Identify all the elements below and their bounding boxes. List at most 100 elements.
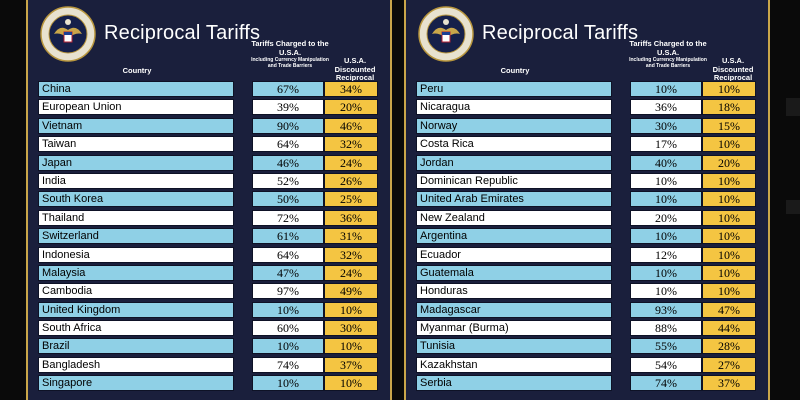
discounted-tariff-cell: 10% bbox=[702, 228, 756, 245]
country-cell: Jordan bbox=[416, 154, 612, 171]
table-row: China 67% 34% bbox=[28, 80, 390, 98]
country-cell: European Union bbox=[38, 99, 234, 116]
tariff-charged-cell: 10% bbox=[252, 301, 324, 318]
tariff-charged-cell: 60% bbox=[252, 320, 324, 337]
discounted-tariff-cell: 28% bbox=[702, 338, 756, 355]
table-row: Serbia 74% 37% bbox=[406, 374, 768, 392]
tariff-charged-cell: 64% bbox=[252, 246, 324, 263]
table-row: United Arab Emirates 10% 10% bbox=[406, 190, 768, 208]
header-tariffs-charged: Tariffs Charged to the U.S.A. Including … bbox=[628, 39, 708, 69]
tariff-charged-cell: 17% bbox=[630, 136, 702, 153]
table-row: Tunisia 55% 28% bbox=[406, 337, 768, 355]
tariff-panel-right: Reciprocal Tariffs Country Tariffs Charg… bbox=[404, 0, 770, 400]
discounted-tariff-cell: 10% bbox=[702, 191, 756, 208]
country-cell: Malaysia bbox=[38, 264, 234, 281]
tariff-charged-cell: 54% bbox=[630, 356, 702, 373]
discounted-tariff-cell: 37% bbox=[324, 356, 378, 373]
country-cell: Thailand bbox=[38, 209, 234, 226]
country-cell: Switzerland bbox=[38, 228, 234, 245]
country-cell: Guatemala bbox=[416, 264, 612, 281]
table-row: India 52% 26% bbox=[28, 172, 390, 190]
table-row: Vietnam 90% 46% bbox=[28, 117, 390, 135]
country-cell: Peru bbox=[416, 81, 612, 97]
tariff-charged-cell: 88% bbox=[630, 320, 702, 337]
tariff-charged-cell: 50% bbox=[252, 191, 324, 208]
header-tariffs-charged-main: Tariffs Charged to the U.S.A. bbox=[251, 39, 329, 57]
tariff-charged-cell: 90% bbox=[252, 117, 324, 134]
tariff-charged-cell: 46% bbox=[252, 154, 324, 171]
tariff-charged-cell: 40% bbox=[630, 154, 702, 171]
country-cell: India bbox=[38, 172, 234, 189]
tariff-charged-cell: 64% bbox=[252, 136, 324, 153]
discounted-tariff-cell: 32% bbox=[324, 136, 378, 153]
table-row: Madagascar 93% 47% bbox=[406, 301, 768, 319]
table-row: European Union 39% 20% bbox=[28, 98, 390, 116]
table-row: Argentina 10% 10% bbox=[406, 227, 768, 245]
discounted-tariff-cell: 44% bbox=[702, 320, 756, 337]
header-tariffs-charged: Tariffs Charged to the U.S.A. Including … bbox=[250, 39, 330, 69]
tariff-charged-cell: 97% bbox=[252, 283, 324, 300]
background-edge bbox=[786, 200, 800, 214]
table-row: Brazil 10% 10% bbox=[28, 337, 390, 355]
discounted-tariff-cell: 10% bbox=[702, 283, 756, 300]
discounted-tariff-cell: 46% bbox=[324, 117, 378, 134]
tariff-charged-cell: 10% bbox=[630, 172, 702, 189]
country-cell: Taiwan bbox=[38, 136, 234, 153]
table-row: Guatemala 10% 10% bbox=[406, 264, 768, 282]
tariff-charged-cell: 74% bbox=[252, 356, 324, 373]
discounted-tariff-cell: 36% bbox=[324, 209, 378, 226]
tariff-charged-cell: 36% bbox=[630, 99, 702, 116]
discounted-tariff-cell: 26% bbox=[324, 172, 378, 189]
country-cell: Serbia bbox=[416, 375, 612, 392]
discounted-tariff-cell: 32% bbox=[324, 246, 378, 263]
table-row: Myanmar (Burma) 88% 44% bbox=[406, 319, 768, 337]
tariff-charged-cell: 10% bbox=[252, 338, 324, 355]
country-cell: Singapore bbox=[38, 375, 234, 392]
table-row: Cambodia 97% 49% bbox=[28, 282, 390, 300]
table-row: Taiwan 64% 32% bbox=[28, 135, 390, 153]
discounted-tariff-cell: 20% bbox=[702, 154, 756, 171]
country-cell: Costa Rica bbox=[416, 136, 612, 153]
table-row: Kazakhstan 54% 27% bbox=[406, 356, 768, 374]
discounted-tariff-cell: 10% bbox=[324, 301, 378, 318]
tariff-charged-cell: 93% bbox=[630, 301, 702, 318]
discounted-tariff-cell: 34% bbox=[324, 81, 378, 97]
tariff-charged-cell: 20% bbox=[630, 209, 702, 226]
presidential-seal-icon bbox=[40, 6, 96, 62]
table-row: New Zealand 20% 10% bbox=[406, 209, 768, 227]
tariff-charged-cell: 10% bbox=[630, 264, 702, 281]
table-row: South Korea 50% 25% bbox=[28, 190, 390, 208]
discounted-tariff-cell: 10% bbox=[324, 338, 378, 355]
country-cell: United Kingdom bbox=[38, 301, 234, 318]
country-cell: Dominican Republic bbox=[416, 172, 612, 189]
table-row: United Kingdom 10% 10% bbox=[28, 301, 390, 319]
table-row: Malaysia 47% 24% bbox=[28, 264, 390, 282]
tariff-charged-cell: 30% bbox=[630, 117, 702, 134]
country-cell: Kazakhstan bbox=[416, 356, 612, 373]
tariff-charged-cell: 10% bbox=[630, 228, 702, 245]
tariff-panel-left: Reciprocal Tariffs Country Tariffs Charg… bbox=[26, 0, 392, 400]
country-cell: Madagascar bbox=[416, 301, 612, 318]
country-cell: Ecuador bbox=[416, 246, 612, 263]
table-row: Dominican Republic 10% 10% bbox=[406, 172, 768, 190]
discounted-tariff-cell: 37% bbox=[702, 375, 756, 392]
tariff-charged-cell: 67% bbox=[252, 81, 324, 97]
discounted-tariff-cell: 10% bbox=[702, 136, 756, 153]
discounted-tariff-cell: 10% bbox=[702, 264, 756, 281]
tariff-charged-cell: 39% bbox=[252, 99, 324, 116]
discounted-tariff-cell: 24% bbox=[324, 264, 378, 281]
table-row: Nicaragua 36% 18% bbox=[406, 98, 768, 116]
country-cell: Myanmar (Burma) bbox=[416, 320, 612, 337]
discounted-tariff-cell: 24% bbox=[324, 154, 378, 171]
tariff-charged-cell: 74% bbox=[630, 375, 702, 392]
country-cell: Brazil bbox=[38, 338, 234, 355]
country-cell: China bbox=[38, 81, 234, 97]
discounted-tariff-cell: 15% bbox=[702, 117, 756, 134]
table-row: Indonesia 64% 32% bbox=[28, 246, 390, 264]
header-tariffs-charged-sub: Including Currency Manipulation and Trad… bbox=[251, 57, 329, 69]
country-cell: Vietnam bbox=[38, 117, 234, 134]
header-tariffs-charged-sub: Including Currency Manipulation and Trad… bbox=[629, 57, 707, 69]
page-title: Reciprocal Tariffs bbox=[104, 22, 261, 44]
discounted-tariff-cell: 10% bbox=[702, 209, 756, 226]
tariff-table-left: China 67% 34% European Union 39% 20% Vietnam 90… bbox=[28, 80, 390, 393]
